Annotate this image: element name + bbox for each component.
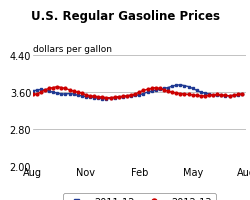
2011-12 bbox=[178, 84, 181, 87]
2011-12 bbox=[146, 91, 148, 94]
2011-12 bbox=[47, 91, 50, 93]
2012-13 bbox=[104, 97, 108, 99]
2012-13 bbox=[56, 86, 58, 88]
Text: U.S. Regular Gasoline Prices: U.S. Regular Gasoline Prices bbox=[31, 10, 219, 23]
2012-13 bbox=[174, 92, 177, 95]
2011-12 bbox=[240, 93, 242, 96]
2012-13 bbox=[150, 88, 152, 90]
2011-12 bbox=[100, 98, 103, 100]
2012-13 bbox=[47, 88, 50, 90]
Text: dollars per gallon: dollars per gallon bbox=[32, 45, 111, 54]
2012-13 bbox=[240, 93, 242, 96]
Legend: 2011-12, 2012-13: 2011-12, 2012-13 bbox=[62, 193, 215, 200]
Line: 2012-13: 2012-13 bbox=[31, 86, 242, 100]
2012-13 bbox=[113, 97, 116, 99]
2011-12 bbox=[133, 95, 136, 97]
Line: 2011-12: 2011-12 bbox=[31, 84, 242, 100]
2011-12 bbox=[109, 97, 112, 100]
2012-13 bbox=[166, 91, 169, 93]
2011-12 bbox=[162, 88, 165, 90]
2012-13 bbox=[31, 94, 34, 96]
2011-12 bbox=[31, 90, 34, 92]
2011-12 bbox=[170, 86, 173, 88]
2012-13 bbox=[137, 91, 140, 94]
